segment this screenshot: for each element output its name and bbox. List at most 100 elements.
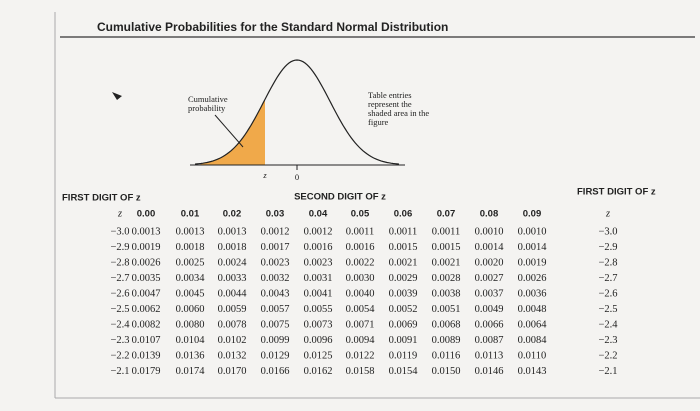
cell: 0.0051: [432, 304, 461, 315]
cell: 0.0150: [432, 366, 461, 377]
cell: 0.0129: [261, 350, 290, 361]
row-z: −2.6: [110, 288, 129, 299]
cell: 0.0047: [132, 288, 161, 299]
column-header: 0.04: [309, 209, 328, 220]
cell: 0.0024: [218, 257, 248, 268]
row-z: −2.2: [598, 350, 617, 361]
cell: 0.0019: [132, 242, 161, 253]
row-z: −2.5: [110, 304, 129, 315]
cell: 0.0110: [518, 350, 547, 361]
row-z: −2.8: [110, 257, 129, 268]
cell: 0.0019: [518, 257, 547, 268]
cell: 0.0010: [475, 226, 504, 237]
cell: 0.0084: [518, 335, 548, 346]
row-z: −2.1: [598, 366, 617, 377]
normal-curve: [194, 59, 400, 165]
cell: 0.0057: [261, 304, 290, 315]
cell: 0.0036: [518, 288, 547, 299]
figure-label: Table entries represent the shaded area in…: [368, 90, 429, 127]
cell: 0.0013: [132, 226, 161, 237]
row-z: −2.8: [598, 257, 617, 268]
cell: 0.0082: [132, 319, 161, 330]
cell: 0.0104: [176, 335, 206, 346]
cell: 0.0089: [432, 335, 461, 346]
row-z: −2.6: [598, 288, 617, 299]
cell: 0.0078: [218, 319, 247, 330]
cell: 0.0107: [132, 335, 161, 346]
figure-label: Cumulative probability: [188, 94, 228, 113]
cell: 0.0049: [475, 304, 504, 315]
row-z: −2.3: [110, 335, 129, 346]
row-z: −2.9: [598, 242, 617, 253]
cell: 0.0013: [176, 226, 205, 237]
cell: 0.0028: [432, 273, 461, 284]
cell: 0.0139: [132, 350, 161, 361]
cell: 0.0059: [218, 304, 247, 315]
cell: 0.0102: [218, 335, 247, 346]
cell: 0.0015: [432, 242, 461, 253]
column-header: 0.08: [480, 209, 499, 220]
column-header: 0.05: [351, 209, 370, 220]
cell: 0.0011: [346, 226, 375, 237]
cell: 0.0014: [518, 242, 548, 253]
cell: 0.0075: [261, 319, 290, 330]
cell: 0.0054: [346, 304, 376, 315]
first-digit-label: FIRST DIGIT OF z: [577, 187, 656, 198]
cell: 0.0068: [432, 319, 461, 330]
second-digit-label: SECOND DIGIT OF z: [294, 192, 386, 203]
row-z: −2.7: [598, 273, 617, 284]
cursor: [112, 92, 122, 100]
cell: 0.0029: [389, 273, 418, 284]
row-z: −2.5: [598, 304, 617, 315]
column-header: 0.02: [223, 209, 242, 220]
cell: 0.0023: [304, 257, 333, 268]
cell: 0.0012: [261, 226, 290, 237]
cell: 0.0018: [218, 242, 247, 253]
column-header: z: [117, 208, 122, 219]
cell: 0.0012: [304, 226, 333, 237]
cell: 0.0116: [432, 350, 461, 361]
column-header: 0.01: [181, 209, 200, 220]
cell: 0.0032: [261, 273, 290, 284]
cell: 0.0041: [304, 288, 333, 299]
row-z: −2.4: [110, 319, 130, 330]
row-z: −2.1: [110, 366, 129, 377]
column-header: 0.07: [437, 209, 456, 220]
cell: 0.0179: [132, 366, 161, 377]
cell: 0.0031: [304, 273, 333, 284]
cell: 0.0011: [432, 226, 461, 237]
cell: 0.0035: [132, 273, 161, 284]
cell: 0.0044: [218, 288, 248, 299]
cell: 0.0080: [176, 319, 205, 330]
left-arrow: [214, 114, 244, 148]
cell: 0.0119: [389, 350, 418, 361]
cell: 0.0039: [389, 288, 418, 299]
cell: 0.0052: [389, 304, 418, 315]
cell: 0.0094: [346, 335, 376, 346]
row-z: −2.9: [110, 242, 129, 253]
table: FIRST DIGIT OF z SECOND DIGIT OF z FIRST D…: [62, 187, 656, 377]
cell: 0.0162: [304, 366, 333, 377]
cell: 0.0122: [346, 350, 375, 361]
cell: 0.0017: [261, 242, 290, 253]
cell: 0.0055: [304, 304, 333, 315]
cell: 0.0030: [346, 273, 375, 284]
cell: 0.0020: [475, 257, 504, 268]
cell: 0.0016: [346, 242, 375, 253]
cell: 0.0022: [346, 257, 375, 268]
row-z: −2.4: [598, 319, 618, 330]
cell: 0.0154: [389, 366, 419, 377]
cell: 0.0010: [518, 226, 547, 237]
cell: 0.0066: [475, 319, 504, 330]
cell: 0.0018: [176, 242, 205, 253]
first-digit-label: FIRST DIGIT OF z: [62, 193, 141, 204]
row-z: −3.0: [110, 226, 129, 237]
cell: 0.0023: [261, 257, 290, 268]
column-header: z: [605, 208, 610, 219]
cell: 0.0091: [389, 335, 418, 346]
cell: 0.0021: [432, 257, 461, 268]
zero-label: 0: [295, 172, 299, 182]
column-header: 0.03: [266, 209, 285, 220]
cell: 0.0014: [475, 242, 505, 253]
